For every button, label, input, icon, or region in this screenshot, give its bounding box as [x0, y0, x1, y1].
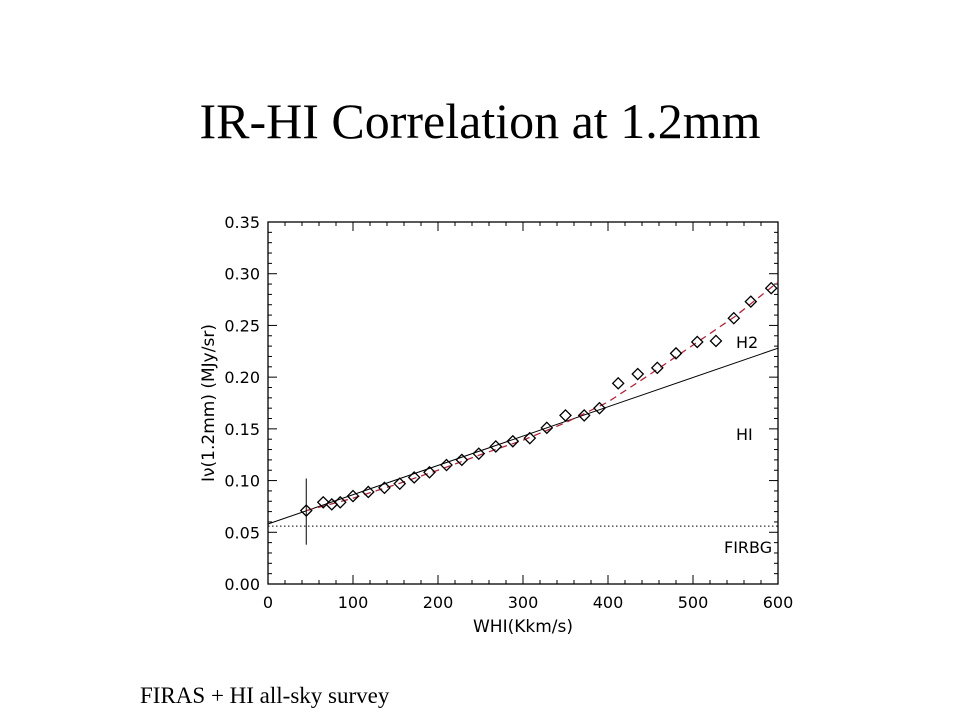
h2-annotation: H2 — [736, 333, 758, 352]
x-tick-label: 0 — [263, 593, 273, 612]
data-point — [346, 489, 360, 503]
data-point — [669, 346, 683, 360]
data-point — [690, 335, 704, 349]
y-tick-label: 0.05 — [224, 523, 260, 542]
data-point — [378, 481, 391, 495]
firbg-annotation: FIRBG — [724, 538, 772, 557]
data-point — [593, 401, 606, 415]
y-tick-label: 0.25 — [224, 316, 260, 335]
data-point — [709, 334, 723, 348]
y-tick-label: 0.10 — [224, 472, 260, 491]
data-point — [611, 376, 625, 390]
y-tick-label: 0.00 — [224, 575, 260, 594]
data-point — [333, 495, 347, 509]
data-point — [423, 465, 436, 479]
x-tick-label: 200 — [423, 593, 454, 612]
data-point — [559, 408, 572, 422]
slide-caption: FIRAS + HI all-sky survey — [140, 683, 390, 708]
x-tick-label: 400 — [593, 593, 624, 612]
data-point — [744, 295, 758, 309]
y-tick-label: 0.20 — [224, 368, 260, 387]
data-point — [299, 504, 313, 517]
data-point — [631, 367, 645, 381]
data-point — [472, 447, 486, 461]
hi-line — [267, 347, 779, 525]
data-point — [440, 458, 453, 472]
plot-frame — [267, 221, 779, 585]
hi-annotation: HI — [736, 425, 753, 444]
data-point — [506, 434, 520, 448]
data-point — [393, 477, 407, 491]
x-tick-label: 500 — [678, 593, 709, 612]
data-point — [455, 453, 469, 467]
y-tick-label: 0.35 — [224, 213, 260, 232]
data-point — [540, 421, 554, 435]
data-point — [577, 408, 591, 422]
slide-title: IR-HI Correlation at 1.2mm — [199, 93, 761, 149]
y-tick-label: 0.30 — [224, 265, 260, 284]
x-axis-label: WHI(Kkm/s) — [473, 617, 573, 637]
data-point — [764, 281, 778, 295]
x-tick-label: 600 — [763, 593, 794, 612]
data-point — [407, 471, 421, 484]
y-axis-label: Iν(1.2mm) (MJy/sr) — [199, 324, 219, 482]
data-point — [650, 361, 664, 375]
x-tick-label: 100 — [338, 593, 369, 612]
h2-curve — [306, 281, 779, 512]
data-point — [523, 431, 537, 445]
data-point — [361, 485, 375, 499]
x-tick-label: 300 — [508, 593, 539, 612]
data-point — [489, 440, 503, 453]
correlation-chart: 0 100 200 300 400 500 600 0.00 0.05 0.10 0.15 0.20 0… — [199, 213, 794, 637]
data-point — [316, 495, 330, 509]
data-point — [727, 311, 741, 325]
y-tick-label: 0.15 — [224, 420, 260, 439]
